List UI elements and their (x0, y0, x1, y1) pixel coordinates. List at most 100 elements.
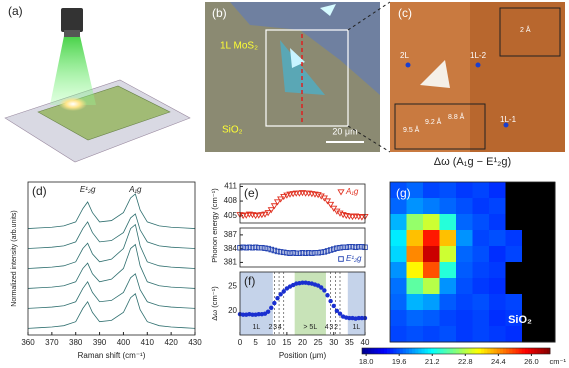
colorbar-segment (512, 348, 516, 354)
peak-label: A₁g (128, 185, 142, 194)
map-cell (406, 262, 424, 279)
point (331, 246, 337, 252)
map-cell (406, 246, 424, 263)
point (349, 244, 356, 250)
map-cell (489, 182, 506, 199)
map-cell (489, 230, 506, 247)
colorbar-segment (434, 348, 438, 354)
plot-frame (389, 181, 556, 343)
colorbar-segment (421, 348, 426, 354)
map-cell (472, 262, 490, 279)
point (262, 245, 268, 251)
point (309, 250, 315, 256)
colorbar-segment (365, 348, 369, 354)
colorbar-segment (484, 348, 488, 354)
colorbar-segment (380, 348, 385, 354)
map-cell (423, 326, 440, 343)
point (270, 203, 278, 210)
step-label: 9.5 Å (403, 125, 420, 134)
colorbar-segment (405, 348, 410, 354)
point (287, 250, 293, 256)
map-cell (456, 246, 473, 263)
map-cell (456, 198, 473, 215)
colorbar-segment (499, 348, 504, 354)
colorbar-segment (452, 348, 457, 354)
map-cell (423, 310, 440, 327)
x-tick-label: 380 (69, 338, 83, 347)
map-cell (439, 198, 457, 215)
panel-label: (d) (32, 184, 47, 198)
point (356, 315, 361, 321)
map-cell (390, 310, 407, 327)
map-cell (505, 310, 523, 327)
colorbar-label: 24.4 (491, 357, 506, 366)
colorbar-segment (437, 348, 441, 354)
point (278, 292, 283, 297)
point (290, 250, 296, 256)
map-cell (390, 182, 407, 199)
panel-b: (b) 1L MoS₂ SiO₂ 20 μm (205, 1, 391, 153)
point (300, 280, 305, 285)
colorbar-segment (418, 348, 422, 354)
map-cell (538, 246, 556, 263)
map-cell (439, 326, 457, 343)
map-cell (489, 310, 506, 327)
colorbar-segment (496, 348, 501, 354)
colorbar-segment (515, 348, 520, 354)
step-label: 9.2 Å (425, 117, 442, 126)
colorbar-segment (362, 348, 366, 354)
region (240, 272, 273, 335)
point (334, 245, 340, 251)
point (331, 303, 336, 309)
x-tick-label: 5 (253, 338, 258, 347)
x-tick-label: 420 (164, 338, 178, 347)
legend-marker (338, 256, 344, 262)
point (314, 192, 322, 199)
point (358, 214, 366, 221)
x-axis-label: Raman shift (cm⁻¹) (78, 351, 146, 360)
map-cell (406, 278, 424, 295)
map-cell (456, 230, 473, 247)
colorbar-segment (468, 348, 473, 354)
colorbar-segment (377, 348, 382, 354)
point (321, 249, 328, 255)
boundary-label: 2 (268, 324, 272, 331)
map-cell (390, 262, 407, 279)
colorbar-segment (449, 348, 454, 354)
map-cell (489, 326, 506, 343)
colorbar-segment (487, 348, 491, 354)
colorbar-segment (387, 348, 391, 354)
substrate-label: SiO₂ (222, 125, 243, 136)
colorbar-segment (509, 348, 513, 354)
point (271, 247, 278, 254)
colorbar-segment (371, 348, 375, 354)
point (315, 250, 321, 256)
map-cell (489, 262, 506, 279)
map-cell (505, 230, 523, 247)
x-tick-label: 30 (329, 338, 338, 347)
y-axis-label: Δω (cm⁻¹) (210, 286, 219, 321)
point (323, 198, 332, 205)
map-cell (505, 278, 523, 295)
map-cell (439, 246, 457, 263)
map-cell (472, 246, 490, 263)
point (239, 213, 247, 220)
colorbar-segment (471, 348, 476, 354)
map-cell (472, 230, 490, 247)
map-cell (406, 310, 424, 327)
point (240, 312, 246, 317)
map-cell (522, 198, 539, 215)
boundary-label: 4 (278, 324, 282, 331)
x-tick-label: 20 (298, 338, 307, 347)
panel-label: (f) (244, 274, 255, 288)
y-tick-label: 381 (224, 258, 238, 267)
point (261, 211, 269, 218)
point (296, 250, 303, 256)
spectrum (27, 293, 196, 329)
map-cell (472, 214, 490, 231)
map-cell (406, 294, 424, 311)
point (325, 293, 330, 298)
map-cell (538, 198, 556, 215)
colorbar-segment (440, 348, 444, 354)
map-cell (489, 246, 506, 263)
